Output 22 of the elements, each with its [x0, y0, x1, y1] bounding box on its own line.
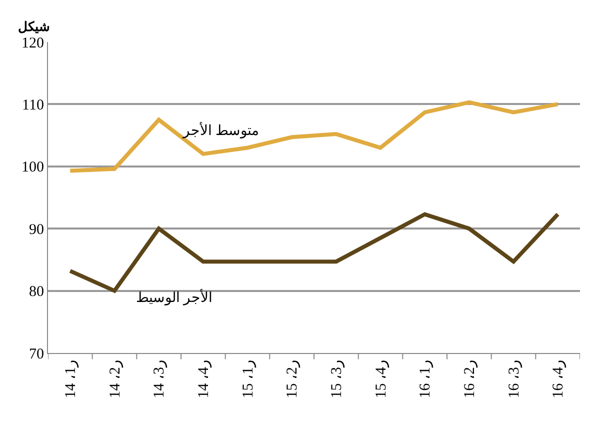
y-tick-label: 70 [29, 346, 44, 362]
y-tick-label: 100 [22, 160, 44, 176]
x-tick-label: ر2، 16 [462, 360, 478, 398]
x-tick-label: ر4، 16 [550, 360, 567, 398]
series-label: متوسط الأجر [182, 121, 260, 139]
x-tick-label: ر4، 15 [373, 360, 390, 398]
x-tick-label: ر1، 15 [240, 360, 256, 398]
x-tick-label: ر2، 15 [284, 360, 301, 398]
y-tick-label: 120 [22, 35, 44, 52]
x-tick-label: ر1، 14 [63, 360, 80, 398]
x-tick-label: ر2، 14 [107, 360, 124, 398]
y-tick-label: 80 [29, 284, 44, 300]
x-tick-label: ر3، 16 [506, 360, 522, 398]
y-tick-label: 90 [29, 222, 44, 238]
series-label: الأجر الوسيط [136, 288, 212, 306]
y-axis-title: شيكل [18, 19, 50, 34]
x-tick-label: ر3، 15 [329, 360, 346, 398]
x-tick-label: ر4، 14 [196, 360, 212, 398]
x-tick-label: ر1، 16 [418, 360, 434, 398]
y-tick-label: 110 [22, 97, 44, 114]
x-tick-label: ر3، 14 [152, 360, 168, 398]
line-series [68, 100, 560, 173]
